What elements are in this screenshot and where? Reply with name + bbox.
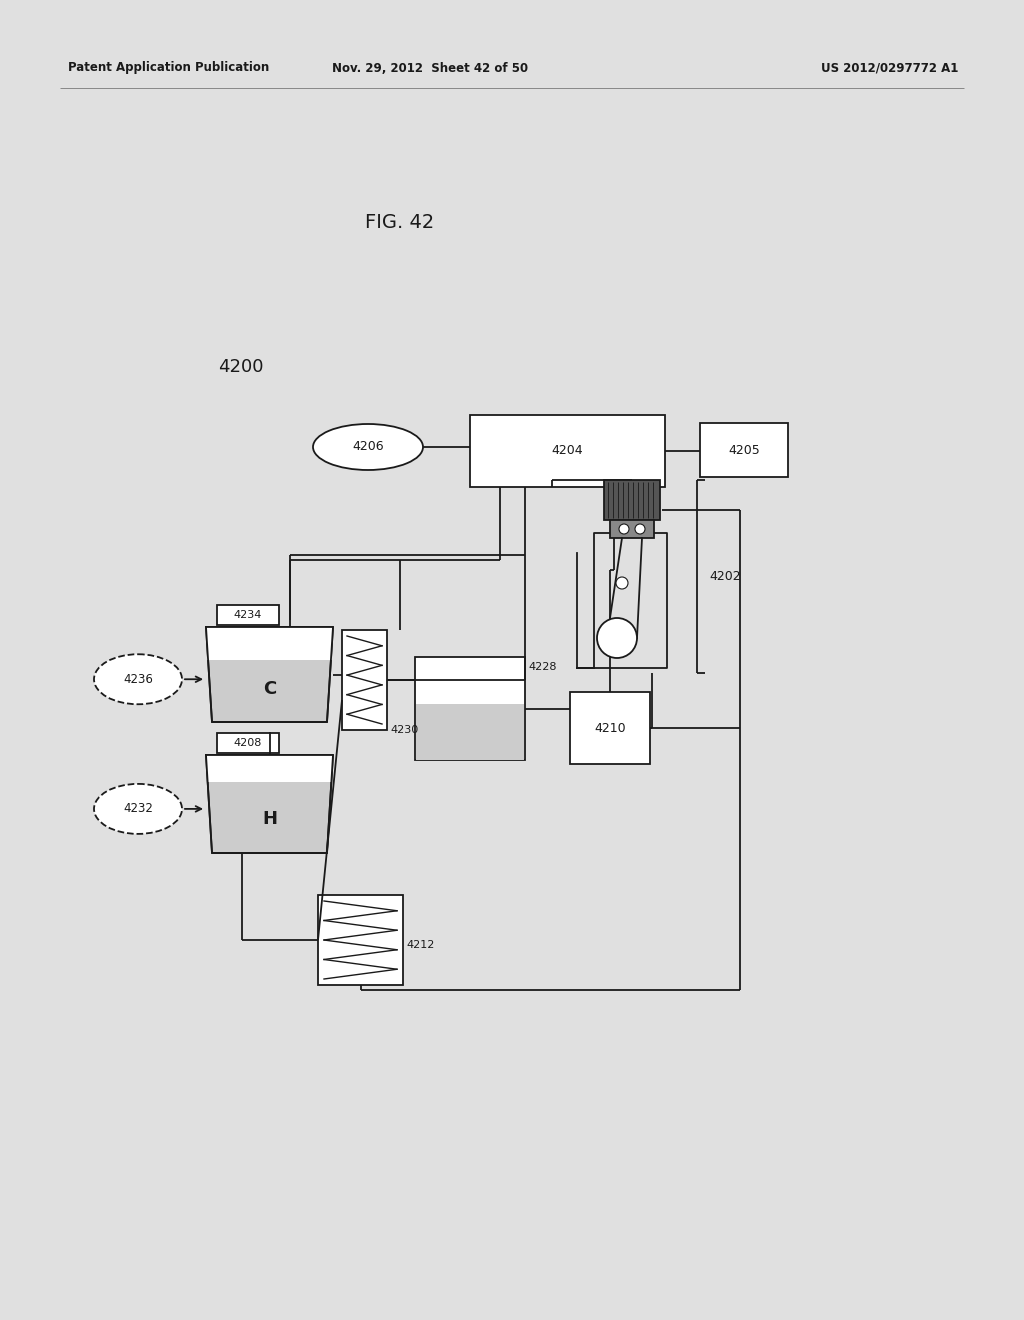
Ellipse shape [313, 424, 423, 470]
Text: 4230: 4230 [390, 725, 418, 735]
Text: 4228: 4228 [528, 663, 556, 672]
Text: 4232: 4232 [123, 803, 153, 816]
Bar [318, 895, 403, 985]
Bar [207, 755, 332, 783]
Text: Patent Application Publication: Patent Application Publication [68, 62, 269, 74]
Text: 4200: 4200 [218, 358, 263, 376]
Bar [604, 480, 660, 520]
Bar [207, 627, 332, 660]
Bar [415, 657, 525, 760]
Text: 4206: 4206 [352, 441, 384, 454]
Text: C: C [263, 680, 276, 698]
Ellipse shape [94, 784, 182, 834]
Text: Nov. 29, 2012  Sheet 42 of 50: Nov. 29, 2012 Sheet 42 of 50 [332, 62, 528, 74]
Ellipse shape [94, 655, 182, 705]
Bar [610, 520, 654, 539]
Circle shape [635, 524, 645, 535]
Text: 4202: 4202 [709, 570, 740, 583]
Polygon shape [206, 627, 333, 722]
Text: 4204: 4204 [552, 445, 584, 458]
Text: H: H [262, 809, 278, 828]
Bar [700, 422, 788, 477]
Circle shape [618, 524, 629, 535]
Bar [342, 630, 387, 730]
Text: 4210: 4210 [594, 722, 626, 734]
Text: 4205: 4205 [728, 444, 760, 457]
Bar [217, 733, 279, 752]
Circle shape [616, 577, 628, 589]
Text: 4208: 4208 [233, 738, 262, 748]
Text: FIG. 42: FIG. 42 [366, 213, 434, 231]
Text: 4212: 4212 [406, 940, 434, 949]
Polygon shape [206, 755, 333, 853]
Bar [570, 692, 650, 764]
Text: 4236: 4236 [123, 673, 153, 686]
Bar [217, 605, 279, 624]
Text: US 2012/0297772 A1: US 2012/0297772 A1 [821, 62, 958, 74]
Bar [470, 414, 665, 487]
Circle shape [597, 618, 637, 657]
Bar [416, 704, 524, 760]
Text: 4234: 4234 [233, 610, 262, 620]
